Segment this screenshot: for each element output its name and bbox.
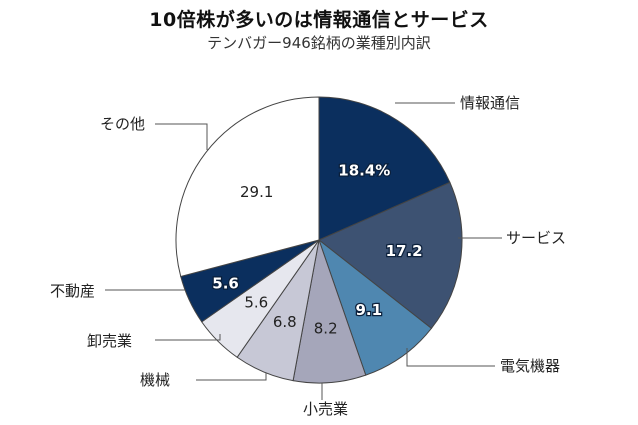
category-label: 不動産 <box>50 282 95 300</box>
leader-line <box>155 123 208 150</box>
leader-line <box>196 373 267 381</box>
pie-slice-1 <box>318 96 451 241</box>
category-label: サービス <box>506 229 566 247</box>
pie-slice-2 <box>318 181 463 330</box>
slice-value-label: 5.6 <box>212 274 239 292</box>
category-label: 小売業 <box>303 400 348 418</box>
category-label: その他 <box>100 115 145 133</box>
category-label: 電気機器 <box>500 357 560 375</box>
category-label: 情報通信 <box>460 94 520 112</box>
slice-value-label: 9.1 <box>356 301 383 319</box>
chart-title: 10倍株が多いのは情報通信とサービス <box>149 9 489 31</box>
slice-value-label: 5.6 <box>244 294 268 312</box>
pie-slice-3 <box>317 238 433 376</box>
slice-value-label: 6.8 <box>273 313 297 331</box>
leader-line <box>155 334 221 341</box>
slice-value-label: 8.2 <box>314 319 338 337</box>
category-label: 卸売業 <box>87 332 132 350</box>
category-label: 機械 <box>140 371 170 389</box>
slice-value-label: 18.4% <box>338 162 390 180</box>
leader-line <box>406 348 495 367</box>
slice-value-label: 29.1 <box>240 183 273 201</box>
chart-subtitle: テンバガー946銘柄の業種別内訳 <box>207 34 431 52</box>
pie-slice-8 <box>175 96 320 278</box>
slice-value-label: 17.2 <box>386 242 423 260</box>
